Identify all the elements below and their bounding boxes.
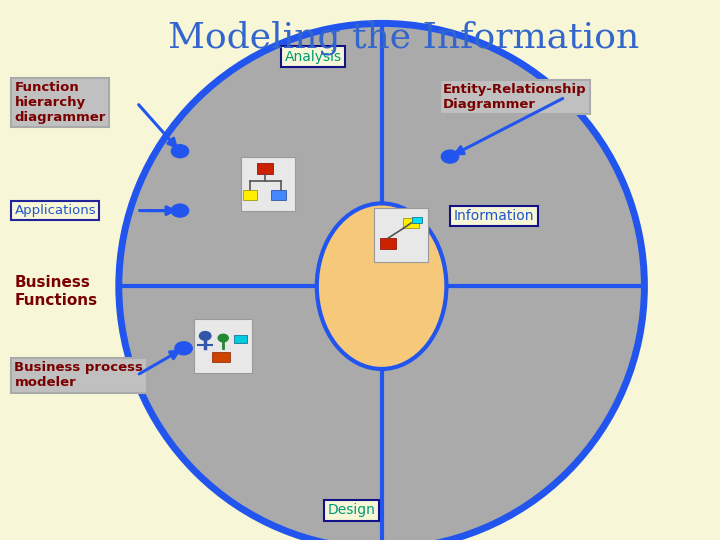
Text: Analysis: Analysis (284, 50, 341, 64)
Bar (241, 157, 295, 211)
Text: Applications: Applications (14, 204, 96, 217)
Circle shape (175, 342, 192, 355)
Circle shape (218, 334, 228, 342)
Circle shape (199, 332, 211, 340)
Text: Business
Functions: Business Functions (14, 275, 97, 308)
Text: Entity-Relationship
Diagrammer: Entity-Relationship Diagrammer (443, 83, 586, 111)
Bar (257, 163, 273, 174)
Text: Modeling the Information: Modeling the Information (168, 21, 639, 55)
Bar (212, 352, 230, 362)
Text: Information: Information (454, 209, 534, 223)
Bar (374, 208, 428, 262)
Ellipse shape (317, 204, 446, 369)
Bar (234, 335, 247, 343)
Bar (243, 190, 257, 200)
Text: Function
hierarchy
diagrammer: Function hierarchy diagrammer (14, 81, 106, 124)
Bar (412, 217, 422, 223)
Ellipse shape (119, 23, 644, 540)
Bar (194, 319, 252, 373)
Bar (380, 238, 396, 249)
Text: Design: Design (328, 503, 375, 517)
Circle shape (171, 204, 189, 217)
Bar (271, 190, 286, 200)
Circle shape (441, 150, 459, 163)
Circle shape (171, 145, 189, 158)
Text: Business process
modeler: Business process modeler (14, 361, 143, 389)
Bar (403, 218, 419, 228)
